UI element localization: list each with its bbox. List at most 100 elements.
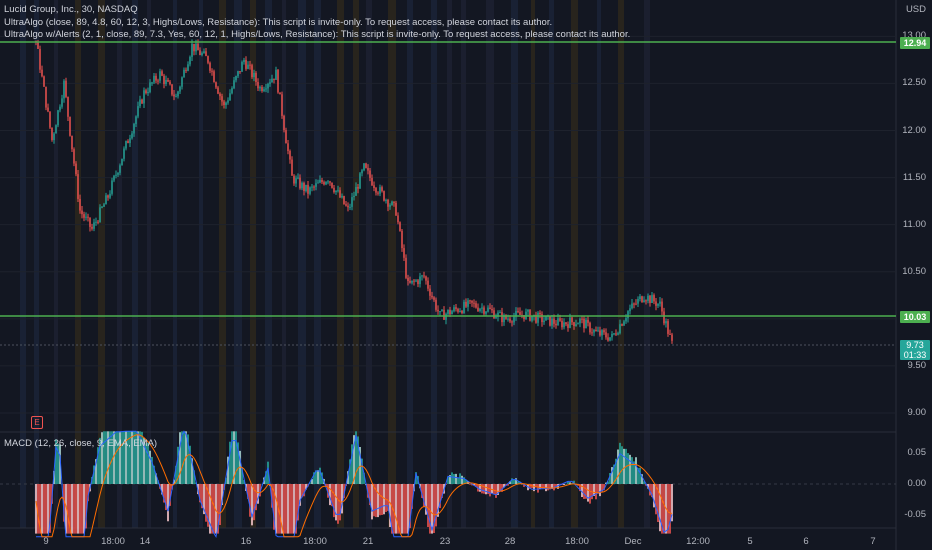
candle-body (531, 316, 533, 321)
candle-body (419, 276, 421, 285)
candle-body (455, 307, 457, 309)
macd-histogram-bar (231, 431, 233, 484)
candle-body (79, 198, 81, 211)
candle-body (277, 69, 279, 93)
macd-histogram-bar (521, 484, 523, 485)
candle-body (589, 322, 591, 333)
macd-histogram-bar (377, 484, 379, 518)
session-band (571, 0, 578, 528)
macd-histogram-bar (649, 484, 651, 496)
session-band (388, 0, 396, 528)
macd-histogram-bar (111, 431, 113, 484)
candle-body (389, 205, 391, 207)
macd-histogram-bar (247, 484, 249, 499)
session-band (20, 0, 26, 528)
macd-histogram-bar (635, 457, 637, 484)
candle-body (323, 182, 325, 185)
price-tick-label: 12.00 (902, 124, 926, 136)
candle-body (201, 53, 203, 55)
price-tick-label: 9.50 (907, 359, 927, 371)
candle-body (175, 96, 177, 98)
grid (0, 35, 896, 414)
macd-histogram-bar (549, 484, 551, 490)
macd-histogram-bar (523, 484, 525, 487)
candle-body (237, 71, 239, 77)
candle-body (625, 318, 627, 322)
candle-body (397, 215, 399, 223)
macd-histogram-bar (479, 484, 481, 492)
candle-body (59, 106, 61, 111)
candle-body (123, 148, 125, 159)
candle-body (599, 330, 601, 336)
macd-histogram-bar (619, 442, 621, 484)
candle-body (195, 43, 197, 52)
macd-histogram-bar (469, 484, 471, 485)
macd-histogram-bar (315, 470, 317, 484)
candle-body (301, 183, 303, 189)
macd-histogram-bar (361, 458, 363, 484)
candle-body (281, 94, 283, 116)
candle-body (637, 299, 639, 304)
macd-histogram-bar (353, 435, 355, 484)
macd-histogram-bar (657, 484, 659, 522)
candle-body (627, 311, 629, 319)
macd-histogram-bar (409, 484, 411, 529)
candle-body (539, 312, 541, 315)
session-band (54, 0, 58, 528)
candle-body (85, 216, 87, 218)
macd-histogram-bar (167, 484, 169, 522)
macd-histogram-bar (45, 484, 47, 534)
candle-body (585, 319, 587, 329)
indicator-legend-2[interactable]: UltraAlgo w/Alerts (2, 1, close, 89, 7.3… (4, 29, 631, 40)
macd-histogram-bar (303, 484, 305, 497)
indicator-legend-1[interactable]: UltraAlgo (close, 89, 4.8, 60, 12, 3, Hi… (4, 17, 553, 28)
macd-histogram-bar (273, 484, 275, 530)
candle-body (303, 183, 305, 192)
macd-histogram-bar (117, 431, 119, 484)
session-band (98, 0, 105, 528)
macd-histogram-bar (499, 484, 501, 492)
candle-body (425, 276, 427, 281)
macd-histogram-bar (221, 484, 223, 506)
time-tick-label: 12:00 (686, 536, 710, 547)
macd-histogram-bar (401, 484, 403, 534)
candle-body (245, 59, 247, 69)
candle-body (65, 80, 67, 97)
macd-tick-label: -0.05 (904, 509, 926, 520)
macd-histogram-bar (279, 484, 281, 534)
candle-body (317, 182, 319, 184)
earnings-marker[interactable]: E (31, 416, 43, 429)
candle-body (197, 43, 199, 51)
macd-histogram-bar (179, 432, 181, 484)
candle-body (563, 322, 565, 328)
session-band (366, 0, 372, 528)
macd-histogram-bar (149, 450, 151, 484)
candle-body (219, 93, 221, 97)
candle-body (357, 187, 359, 189)
macd-histogram-bar (59, 444, 61, 484)
macd-histogram-bar (143, 438, 145, 484)
price-tick-label: 9.00 (907, 406, 927, 418)
macd-histogram-bar (599, 484, 601, 497)
macd-histogram-bar (347, 471, 349, 484)
macd-legend[interactable]: MACD (12, 26, close, 9, EMA, EMA) (4, 438, 158, 449)
session-band (250, 0, 256, 528)
session-band (298, 0, 306, 528)
candle-body (569, 317, 571, 328)
candle-body (605, 332, 607, 338)
macd-histogram-bar (423, 484, 425, 508)
macd-histogram-bar (329, 484, 331, 506)
candle-body (655, 301, 657, 306)
candle-body (507, 318, 509, 320)
macd-histogram-bar (373, 484, 375, 517)
macd-histogram-bar (271, 484, 273, 508)
candle-body (147, 91, 149, 94)
candle-body (261, 87, 263, 91)
candle-body (373, 185, 375, 189)
candle-body (137, 106, 139, 117)
macd-histogram-bar (299, 484, 301, 506)
candle-body (149, 82, 151, 92)
macd-histogram-bar (403, 484, 405, 534)
price-tick-label: 11.50 (902, 171, 926, 183)
